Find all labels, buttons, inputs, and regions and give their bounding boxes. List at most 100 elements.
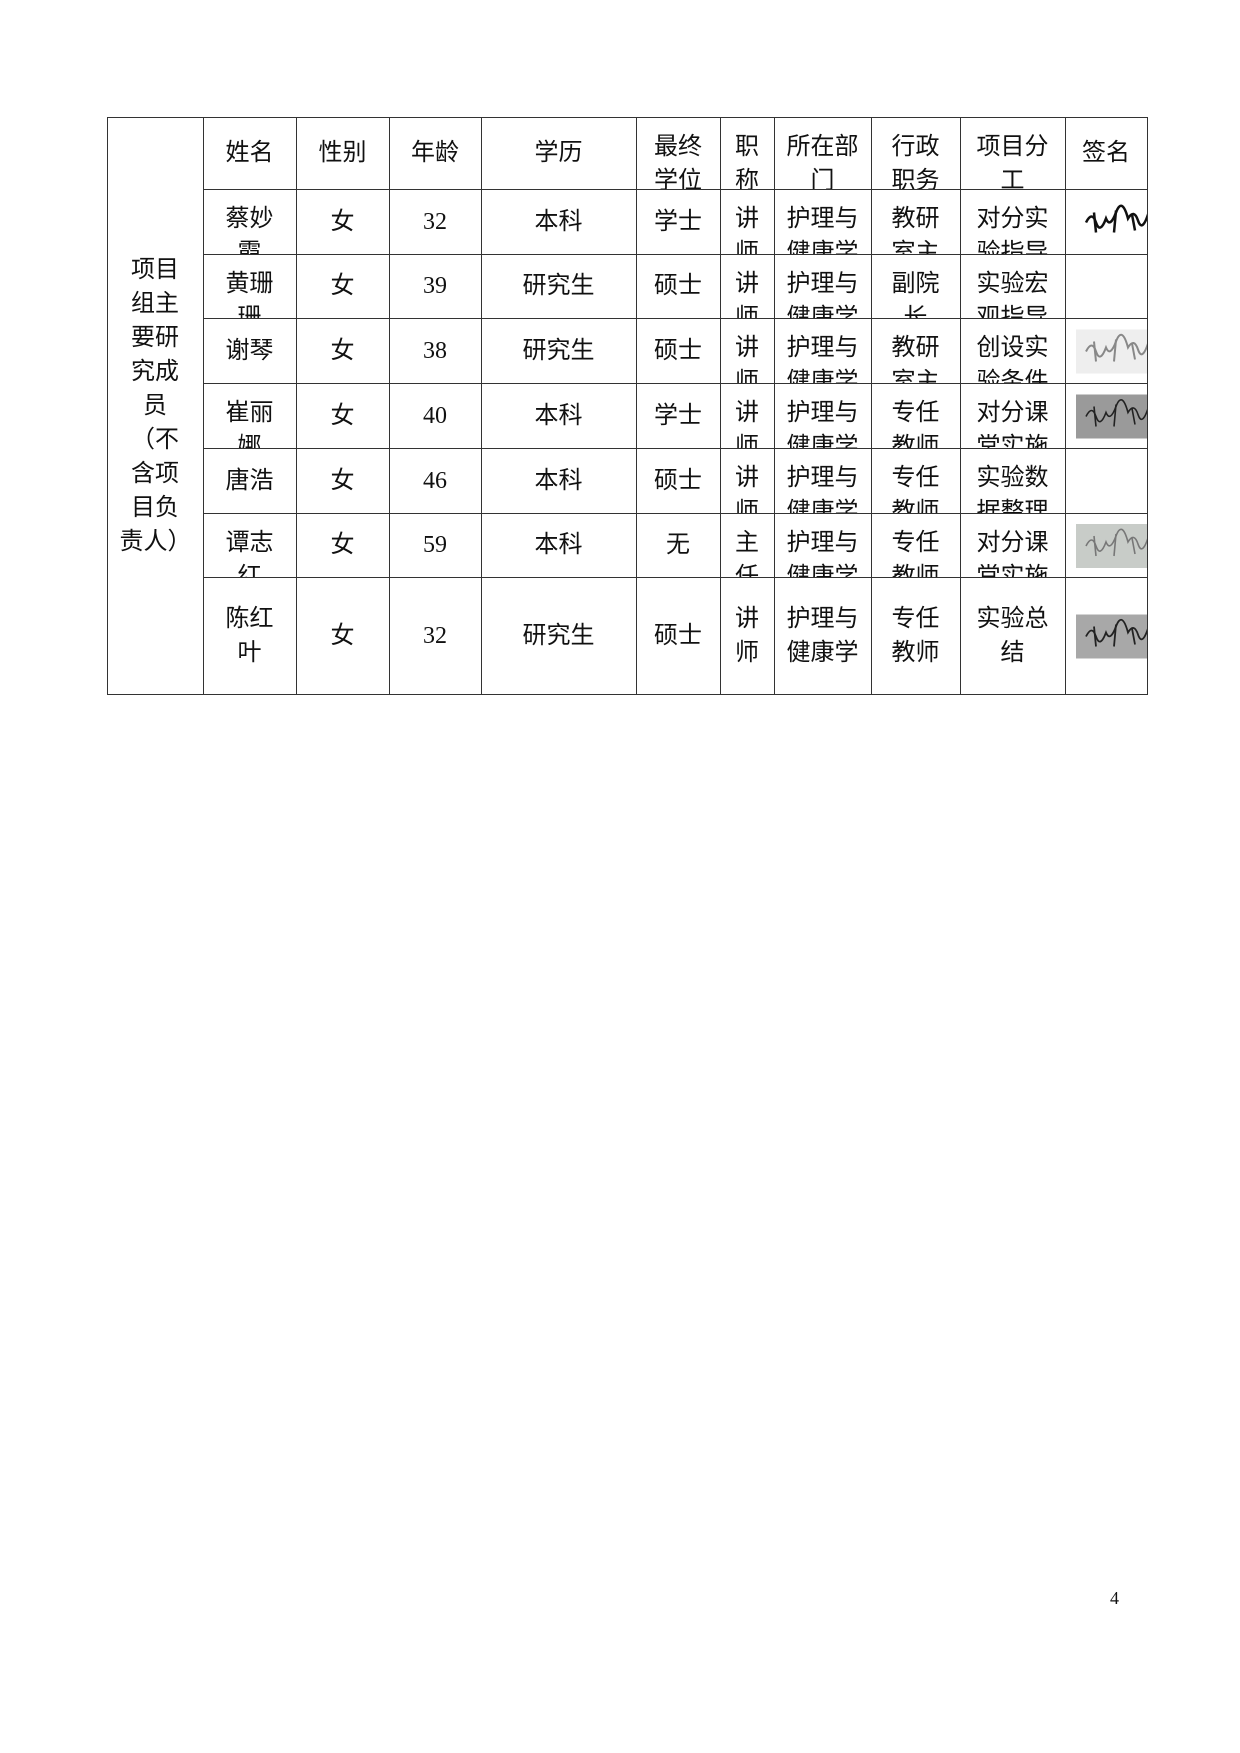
data-cell: 讲师 <box>719 447 775 514</box>
data-cell: 实验总结 <box>959 576 1066 695</box>
data-cell: 实验宏观指导 <box>959 253 1066 319</box>
data-cell: 硕士 <box>635 253 721 319</box>
cell-text: 谭志红 <box>225 529 274 578</box>
cell-text: 姓名 <box>225 140 274 166</box>
cell-text: 护理与健康学院 <box>786 334 859 384</box>
cell-text: 最终学位 <box>654 133 702 190</box>
cell-text: 59 <box>423 532 447 558</box>
cell-text: 女 <box>330 622 355 649</box>
data-cell: 女 <box>295 512 390 578</box>
header-cell: 学历 <box>480 116 637 190</box>
cell-text: 护理与健康学院 <box>786 529 859 578</box>
cell-text: 签名 <box>1082 140 1130 166</box>
cell-text: 32 <box>423 208 447 235</box>
header-cell: 姓名 <box>202 116 297 190</box>
cell-text: 39 <box>423 273 447 299</box>
cell-text: 行政职务 <box>891 133 940 190</box>
cell-text: 40 <box>423 402 447 429</box>
header-cell: 行政职务 <box>870 116 961 190</box>
signature-cell <box>1064 447 1148 514</box>
data-cell: 女 <box>295 253 390 319</box>
data-cell: 32 <box>388 576 482 695</box>
cell-text: 女 <box>330 532 355 558</box>
cell-text: 讲师 <box>735 399 759 449</box>
cell-text: 研究生 <box>522 273 595 299</box>
data-cell: 对分课堂实施 <box>959 512 1066 578</box>
signature-cell <box>1064 317 1148 384</box>
cell-text: 专任教师 <box>891 529 940 578</box>
cell-text: 创设实验条件 <box>976 334 1049 384</box>
cell-text: 实验宏观指导 <box>976 270 1049 319</box>
header-cell: 年龄 <box>388 116 482 190</box>
data-cell: 崔丽娜 <box>202 382 297 449</box>
cell-text: 硕士 <box>654 273 702 299</box>
data-cell: 讲师 <box>719 253 775 319</box>
signature-cell <box>1064 253 1148 319</box>
data-cell: 本科 <box>480 382 637 449</box>
data-cell: 无 <box>635 512 721 578</box>
data-cell: 教研室主任 <box>870 188 961 255</box>
data-cell: 讲师 <box>719 188 775 255</box>
cell-text: 女 <box>330 273 355 299</box>
data-cell: 研究生 <box>480 576 637 695</box>
cell-text: 女 <box>330 402 355 429</box>
data-cell: 学士 <box>635 188 721 255</box>
data-cell: 研究生 <box>480 253 637 319</box>
cell-text: 护理与健康学院 <box>786 205 859 255</box>
cell-text: 学士 <box>654 402 702 429</box>
data-cell: 讲师 <box>719 317 775 384</box>
cell-text: 唐浩 <box>225 467 274 494</box>
data-cell: 本科 <box>480 512 637 578</box>
data-cell: 40 <box>388 382 482 449</box>
data-cell: 讲师 <box>719 382 775 449</box>
data-cell: 女 <box>295 382 390 449</box>
data-cell: 蔡妙霞 <box>202 188 297 255</box>
cell-text: 本科 <box>534 467 583 494</box>
data-cell: 专任教师 <box>870 576 961 695</box>
data-cell: 本科 <box>480 188 637 255</box>
data-cell: 副院长 <box>870 253 961 319</box>
cell-text: 专任教师 <box>891 464 940 514</box>
cell-text: 性别 <box>318 140 367 166</box>
cell-text: 对分课堂实施 <box>976 529 1049 578</box>
data-cell: 硕士 <box>635 576 721 695</box>
data-cell: 创设实验条件 <box>959 317 1066 384</box>
header-cell: 职称 <box>719 116 775 190</box>
cell-text: 讲师 <box>735 605 759 666</box>
cell-text: 硕士 <box>654 337 702 364</box>
signature <box>1075 394 1147 438</box>
cell-text: 项目分工 <box>976 133 1049 190</box>
group-label: 项目组主要研究成员（不含项目负责人） <box>106 116 204 695</box>
data-cell: 硕士 <box>635 317 721 384</box>
cell-text: 实验总结 <box>976 605 1049 666</box>
cell-text: 讲师 <box>735 205 759 255</box>
data-cell: 唐浩 <box>202 447 297 514</box>
header-cell: 最终学位 <box>635 116 721 190</box>
cell-text: 年龄 <box>411 140 459 166</box>
data-cell: 46 <box>388 447 482 514</box>
cell-text: 硕士 <box>654 622 702 649</box>
data-cell: 护理与健康学院 <box>773 253 872 319</box>
header-cell: 签名 <box>1064 116 1148 190</box>
data-cell: 专任教师 <box>870 512 961 578</box>
cell-text: 项目组主要研究成员（不含项目负责人） <box>119 256 192 555</box>
cell-text: 本科 <box>534 402 583 429</box>
cell-text: 所在部门 <box>786 133 859 190</box>
data-cell: 女 <box>295 447 390 514</box>
data-cell: 39 <box>388 253 482 319</box>
signature-cell <box>1064 382 1148 449</box>
cell-text: 崔丽娜 <box>225 399 274 449</box>
page-number: 4 <box>1110 1588 1119 1608</box>
data-cell: 护理与健康学院 <box>773 317 872 384</box>
cell-text: 护理与健康学院 <box>786 399 859 449</box>
signature <box>1075 614 1147 658</box>
cell-text: 38 <box>423 337 447 364</box>
data-cell: 陈红叶 <box>202 576 297 695</box>
cell-text: 对分实验指导 <box>976 205 1049 255</box>
cell-text: 学历 <box>534 140 583 166</box>
cell-text: 女 <box>330 208 355 235</box>
data-cell: 谭志红 <box>202 512 297 578</box>
data-cell: 本科 <box>480 447 637 514</box>
cell-text: 本科 <box>534 208 583 235</box>
data-cell: 黄珊珊 <box>202 253 297 319</box>
